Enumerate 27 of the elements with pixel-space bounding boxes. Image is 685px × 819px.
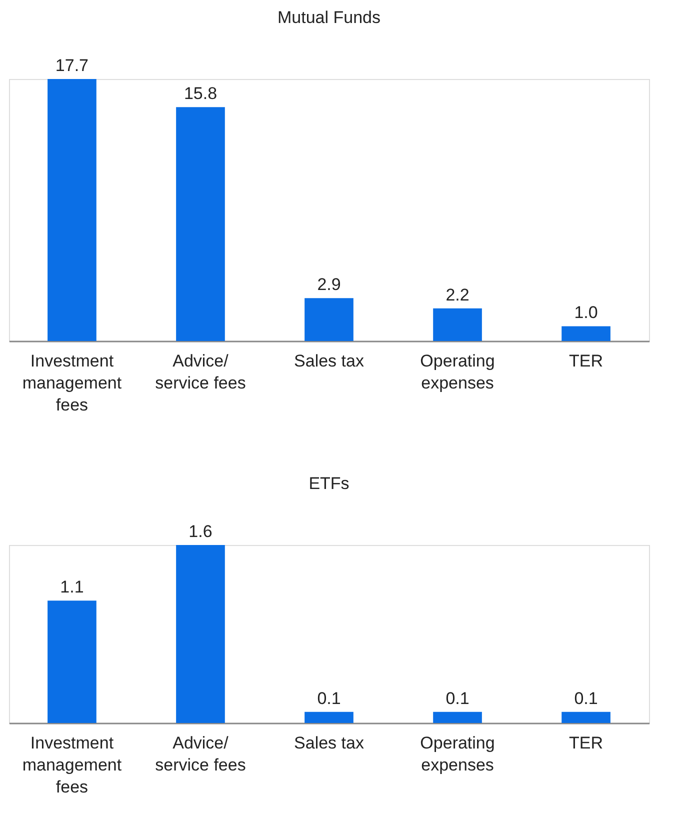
x-tick-label: Sales tax [294,352,364,370]
bar [48,79,96,341]
data-label: 0.1 [317,688,341,708]
data-label: 1.6 [188,522,212,541]
x-tick-label: Investment management fees [22,734,122,796]
data-label: 1.0 [574,303,598,322]
bar [304,298,354,341]
data-label: 2.9 [317,275,341,294]
x-tick-label: Advice/ service fees [155,734,246,774]
bar [562,326,610,341]
x-tick-label: TER [569,352,604,370]
x-tick-label: Operating expenses [420,352,495,392]
data-label: 0.1 [446,688,470,708]
x-tick-label: Advice/ service fees [155,352,246,392]
data-label: 1.1 [60,578,84,597]
chart-title: Mutual Funds [278,8,380,27]
data-label: 0.1 [574,688,598,708]
x-tick-label: Investment management fees [22,352,122,414]
bar [433,308,482,341]
bar [176,107,225,341]
x-tick-label: Operating expenses [420,734,495,774]
data-label: 15.8 [184,84,218,104]
x-tick-label: TER [569,734,604,752]
x-tick-label: Sales tax [294,734,364,752]
data-label: 17.7 [55,56,89,75]
chart-title: ETFs [308,474,350,493]
data-label: 2.2 [446,285,470,304]
